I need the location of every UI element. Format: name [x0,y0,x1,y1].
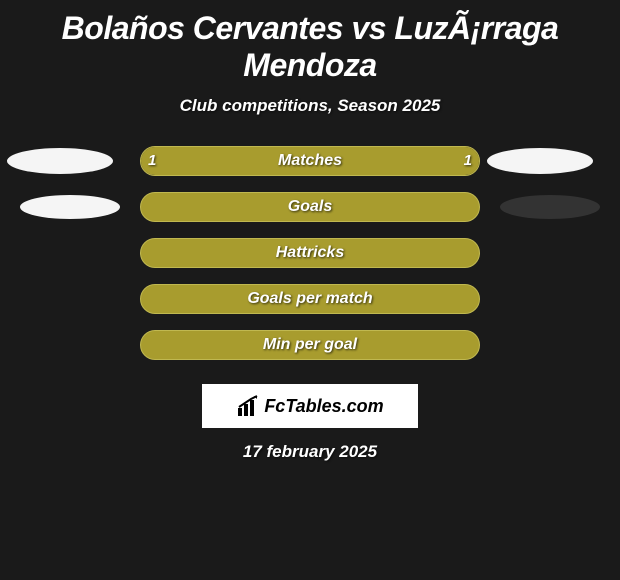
stat-value-right: 1 [140,146,472,176]
stat-row: Goals per match [0,284,620,330]
logo-text: FcTables.com [264,396,383,417]
stat-row: Matches11 [0,146,620,192]
page-title: Bolaños Cervantes vs LuzÃ¡rraga Mendoza [0,0,620,84]
player-ellipse [500,195,600,219]
chart-icon [236,394,260,418]
stat-row: Min per goal [0,330,620,376]
stat-label: Hattricks [140,238,480,268]
logo-inner: FcTables.com [236,394,383,418]
stat-row: Goals [0,192,620,238]
logo-box: FcTables.com [202,384,418,428]
player-ellipse [487,148,593,174]
stat-row: Hattricks [0,238,620,284]
stat-label: Min per goal [140,330,480,360]
player-ellipse [20,195,120,219]
stat-label: Goals per match [140,284,480,314]
date-text: 17 february 2025 [0,442,620,462]
stat-label: Goals [140,192,480,222]
page-subtitle: Club competitions, Season 2025 [0,96,620,116]
player-ellipse [7,148,113,174]
stats-area: Matches11Goals Hattricks Goals per match Mi… [0,146,620,376]
